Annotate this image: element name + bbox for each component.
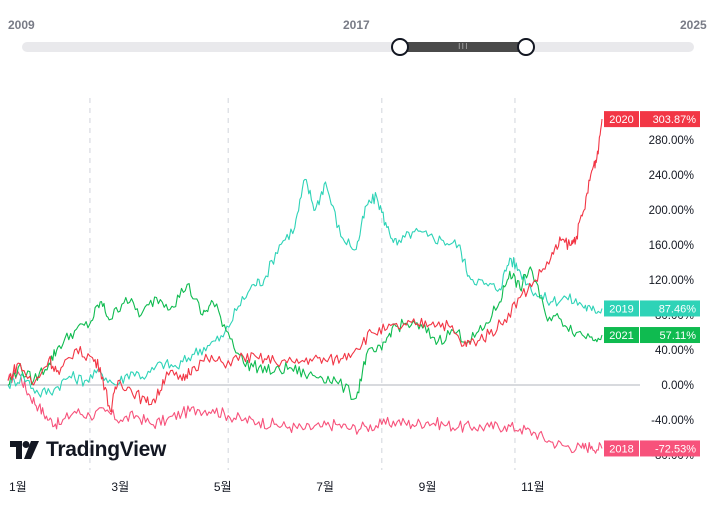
badge-value-2021: 57.11% xyxy=(660,330,697,342)
x-tick-label: 3월 xyxy=(111,480,129,494)
badge-name-bg-2018 xyxy=(604,440,639,457)
y-tick-label: 160.00% xyxy=(649,240,694,252)
y-tick-label: 40.00% xyxy=(655,345,694,357)
badge-value-2019: 87.46% xyxy=(659,303,697,315)
grid-layer xyxy=(0,98,640,470)
x-tick-label: 7월 xyxy=(316,480,334,494)
series-line-2021 xyxy=(7,266,603,400)
y-tick-label: 0.00% xyxy=(661,380,694,392)
badge-name-bg-2020 xyxy=(604,111,639,128)
x-tick-label: 5월 xyxy=(214,480,232,494)
badge-name-bg-2021 xyxy=(604,327,639,344)
range-selected-segment[interactable] xyxy=(399,42,526,52)
badge-value-bg-2019 xyxy=(640,300,700,317)
year-label-end: 2025 xyxy=(680,18,707,32)
axis-layer: 280.00%240.00%200.00%160.00%120.00%80.00… xyxy=(9,135,694,494)
range-start-handle[interactable] xyxy=(391,38,409,56)
year-label-mid: 2017 xyxy=(343,18,370,32)
series-layer xyxy=(7,119,603,454)
y-tick-label: 200.00% xyxy=(649,205,694,217)
tradingview-logo-icon xyxy=(10,441,39,459)
badge-value-bg-2021 xyxy=(640,327,700,344)
badge-name-2018: 2018 xyxy=(609,443,633,455)
badge-name-2021: 2021 xyxy=(609,330,633,342)
y-tick-label: -40.00% xyxy=(651,415,694,427)
tradingview-logo[interactable]: TradingView xyxy=(10,438,166,462)
year-range-selector: 2009 2017 2025 ⁝⁝⁝ xyxy=(0,0,724,70)
badge-name-2019: 2019 xyxy=(609,303,633,315)
badge-layer: 2020 303.87% 2019 87.46% 2021 57.11% 2018 -72.5… xyxy=(604,111,700,457)
drag-grip-icon[interactable]: ⁝⁝⁝ xyxy=(458,42,469,51)
x-tick-label: 9월 xyxy=(419,480,437,494)
year-label-start: 2009 xyxy=(8,18,35,32)
y-tick-label: 280.00% xyxy=(649,135,694,147)
series-line-2018 xyxy=(7,369,603,454)
x-tick-label: 11월 xyxy=(521,480,545,494)
badge-value-2020: 303.87% xyxy=(653,114,697,126)
range-track[interactable] xyxy=(22,42,694,52)
badge-name-bg-2019 xyxy=(604,300,639,317)
badge-value-bg-2018 xyxy=(640,440,700,457)
badge-value-2018: -72.53% xyxy=(655,443,696,455)
y-tick-label: 240.00% xyxy=(649,170,694,182)
badge-value-bg-2020 xyxy=(640,111,700,128)
range-end-handle[interactable] xyxy=(517,38,535,56)
badge-name-2020: 2020 xyxy=(609,114,633,126)
brand-name: TradingView xyxy=(46,438,167,461)
x-tick-label: 1월 xyxy=(9,480,27,494)
series-line-2020 xyxy=(7,119,603,413)
y-tick-label: 120.00% xyxy=(649,275,694,287)
series-line-2019 xyxy=(7,178,603,398)
